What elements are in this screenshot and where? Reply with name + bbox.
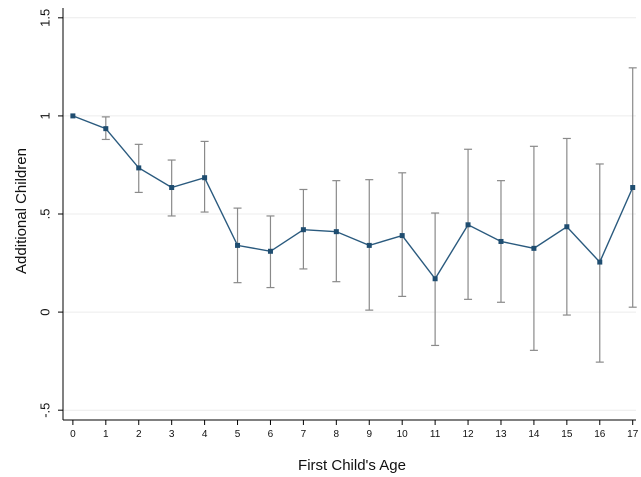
data-point (498, 238, 504, 244)
x-tick-label: 17 (627, 429, 639, 440)
data-point (531, 245, 537, 251)
data-point (597, 259, 603, 265)
grid-lines (63, 17, 636, 411)
data-point (70, 113, 76, 119)
data-point (333, 229, 339, 235)
data-point (630, 185, 636, 191)
error-bars (101, 67, 637, 363)
x-tick-label: 5 (235, 429, 241, 440)
axes: -.50.511.50 1 2 3 4 5 6 7 8 9 10 11 12 13 14 15 16 17 (37, 8, 639, 440)
data-point (366, 242, 372, 248)
y-tick-label: 1.5 (37, 9, 52, 27)
x-tick-label: 2 (136, 429, 142, 440)
x-tick-label: 7 (301, 429, 307, 440)
data-point (235, 242, 241, 248)
data-point (103, 126, 109, 132)
data-point (267, 248, 273, 254)
x-tick-label: 11 (430, 429, 441, 440)
x-tick-label: 3 (169, 429, 175, 440)
x-tick-label: 10 (397, 429, 409, 440)
y-tick-label: -.5 (37, 403, 52, 418)
x-tick-label: 6 (268, 429, 274, 440)
x-tick-label: 12 (462, 429, 474, 440)
x-tick-label: 0 (70, 429, 76, 440)
data-point (169, 185, 175, 191)
y-tick-label: 0 (37, 308, 52, 315)
y-tick-label: .5 (37, 209, 52, 220)
data-point (465, 222, 471, 228)
x-tick-label: 4 (202, 429, 208, 440)
data-point (136, 165, 142, 171)
x-tick-label: 13 (495, 429, 507, 440)
x-tick-label: 16 (594, 429, 606, 440)
y-axis-title: Additional Children (13, 148, 30, 274)
x-tick-label: 9 (366, 429, 372, 440)
series-line-group (72, 115, 634, 280)
x-tick-label: 14 (528, 429, 540, 440)
data-point (432, 276, 438, 282)
x-tick-label: 1 (103, 429, 109, 440)
data-points (70, 113, 636, 282)
x-tick-label: 15 (561, 429, 573, 440)
data-point (564, 224, 570, 230)
series-line (72, 115, 634, 280)
data-point (202, 175, 208, 181)
y-tick-label: 1 (37, 112, 52, 119)
x-axis-title: First Child's Age (298, 457, 406, 474)
data-point (399, 233, 405, 239)
x-tick-label: 8 (334, 429, 340, 440)
data-point (300, 227, 306, 233)
